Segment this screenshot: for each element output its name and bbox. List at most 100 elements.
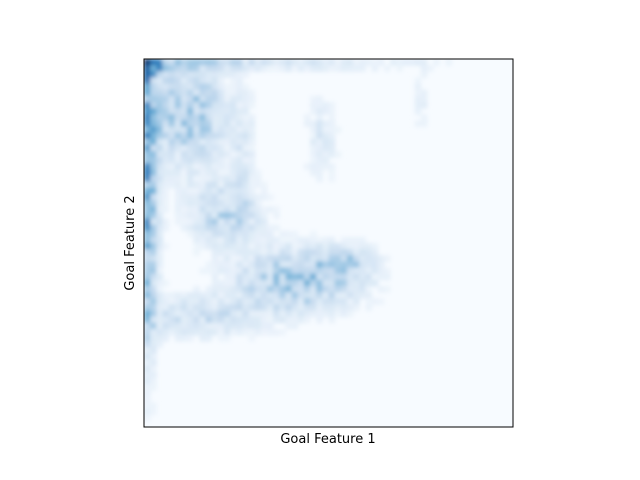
heatmap-cell <box>156 230 164 238</box>
heatmap-cell <box>174 181 182 189</box>
heatmap-cell <box>242 298 250 305</box>
heatmap-cell <box>267 249 274 256</box>
heatmap-cell <box>383 65 391 72</box>
heatmap-cell <box>223 224 231 232</box>
heatmap-cell <box>156 298 164 305</box>
heatmap-cell <box>291 310 299 318</box>
heatmap-cell <box>359 267 366 275</box>
heatmap-cell <box>174 95 182 103</box>
heatmap-cell <box>248 193 256 201</box>
heatmap-cell <box>359 279 366 287</box>
heatmap-cell <box>199 95 207 103</box>
heatmap-cell <box>236 59 243 66</box>
heatmap-cell <box>279 328 287 336</box>
heatmap-cell <box>371 249 379 256</box>
heatmap-cell <box>242 212 250 220</box>
heatmap-cell <box>260 236 268 244</box>
heatmap-cell <box>193 120 200 128</box>
heatmap-cell <box>310 279 317 287</box>
heatmap-cell <box>211 316 219 324</box>
heatmap-cell <box>279 279 287 287</box>
heatmap-cell <box>193 236 200 244</box>
heatmap-cell <box>420 114 428 121</box>
heatmap-cell <box>297 65 305 72</box>
heatmap-cell <box>144 273 151 281</box>
heatmap-cell <box>414 108 422 115</box>
heatmap-cell <box>236 292 243 299</box>
heatmap-cell <box>162 310 170 318</box>
heatmap-cell <box>248 267 256 275</box>
heatmap-cell <box>310 120 317 128</box>
heatmap-cell <box>193 285 200 293</box>
heatmap-cell <box>156 279 164 287</box>
heatmap-cell <box>174 71 182 78</box>
heatmap-cell <box>150 206 157 213</box>
heatmap-cell <box>193 77 200 85</box>
heatmap-cell <box>162 304 170 312</box>
heatmap-cell <box>285 59 293 66</box>
heatmap-cell <box>316 279 323 287</box>
heatmap-cell <box>267 65 274 72</box>
heatmap-cell <box>291 255 299 262</box>
heatmap-cell <box>205 114 213 121</box>
heatmap-cell <box>144 71 151 78</box>
heatmap-cell <box>150 353 157 361</box>
heatmap-cell <box>162 144 170 152</box>
heatmap-cell <box>273 267 280 275</box>
heatmap-cell <box>150 304 157 312</box>
heatmap-cell <box>205 316 213 324</box>
heatmap-cell <box>217 114 225 121</box>
heatmap-cell <box>180 151 188 158</box>
heatmap-cell <box>174 144 182 152</box>
heatmap-cell <box>217 65 225 72</box>
heatmap-cell <box>156 59 164 66</box>
heatmap-cell <box>211 77 219 85</box>
heatmap-cell <box>162 114 170 121</box>
heatmap-cell <box>156 292 164 299</box>
heatmap-cell <box>168 132 176 140</box>
heatmap-cell <box>236 151 243 158</box>
heatmap-cell <box>242 169 250 177</box>
heatmap-cell <box>230 200 237 207</box>
heatmap-cell <box>303 249 311 256</box>
heatmap-cell <box>316 285 323 293</box>
heatmap-cell <box>187 157 194 164</box>
heatmap-cell <box>150 193 157 201</box>
heatmap-cell <box>236 279 243 287</box>
heatmap-cell <box>273 206 280 213</box>
heatmap-cell <box>260 59 268 66</box>
heatmap-cell <box>144 101 151 109</box>
heatmap-cell <box>150 120 157 128</box>
heatmap-cell <box>144 59 151 66</box>
heatmap-cell <box>193 316 200 324</box>
heatmap-cell <box>205 71 213 78</box>
heatmap-cell <box>365 243 373 250</box>
heatmap-cell <box>174 157 182 164</box>
heatmap-cell <box>279 249 287 256</box>
heatmap-cell <box>371 267 379 275</box>
heatmap-cell <box>310 163 317 170</box>
heatmap-cell <box>322 157 330 164</box>
heatmap-cell <box>260 310 268 318</box>
heatmap-cell <box>156 200 164 207</box>
heatmap-cell <box>285 316 293 324</box>
heatmap-cell <box>254 175 262 183</box>
heatmap-cell <box>291 304 299 312</box>
heatmap-cell <box>365 285 373 293</box>
heatmap-cell <box>211 273 219 281</box>
heatmap-cell <box>223 230 231 238</box>
heatmap-cell <box>236 77 243 85</box>
heatmap-cell <box>156 206 164 213</box>
heatmap-cell <box>346 255 354 262</box>
heatmap-cell <box>223 236 231 244</box>
heatmap-cell <box>187 304 194 312</box>
heatmap-cell <box>223 255 231 262</box>
heatmap-cell <box>211 71 219 78</box>
heatmap-cell <box>254 236 262 244</box>
heatmap-cell <box>144 120 151 128</box>
heatmap-cell <box>150 285 157 293</box>
heatmap-cell <box>230 157 237 164</box>
heatmap-cell <box>260 316 268 324</box>
heatmap-cell <box>199 298 207 305</box>
heatmap-cell <box>205 304 213 312</box>
